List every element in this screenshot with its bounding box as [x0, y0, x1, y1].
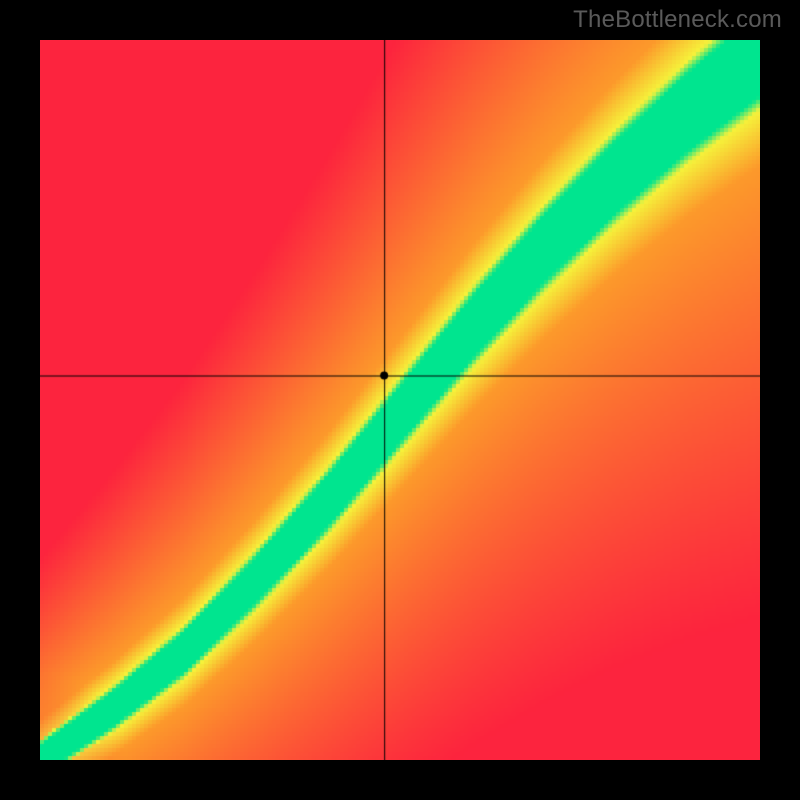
- watermark-text: TheBottleneck.com: [573, 6, 782, 34]
- chart-frame: TheBottleneck.com: [0, 0, 800, 800]
- heatmap-plot: [40, 40, 760, 760]
- heatmap-canvas: [40, 40, 760, 760]
